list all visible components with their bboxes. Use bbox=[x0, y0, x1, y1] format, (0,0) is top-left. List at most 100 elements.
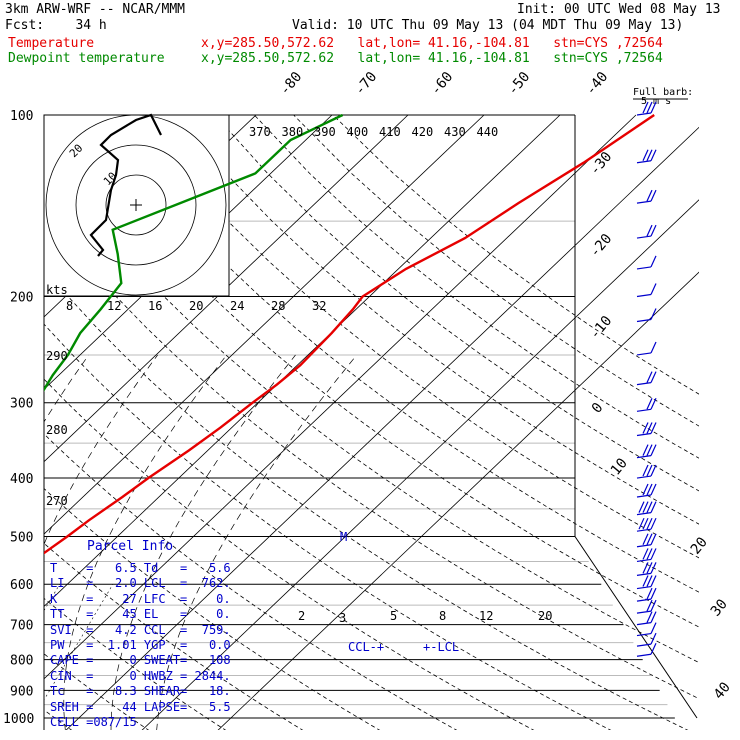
wind-barb-flag bbox=[646, 562, 653, 574]
isotherm-line bbox=[44, 114, 637, 680]
dewpoint-legend-info: x,y=285.50,572.62 lat,lon= 41.16,-104.81… bbox=[201, 51, 663, 66]
isotherm-label--70: -70 bbox=[352, 69, 381, 99]
isotherm-line bbox=[0, 115, 28, 731]
wind-barb-flag bbox=[650, 101, 657, 114]
wind-barb-flag bbox=[650, 533, 657, 545]
parcel-info-row: LI = 2.0 LCL = 762. bbox=[50, 576, 231, 591]
wind-barb-flag bbox=[646, 101, 653, 114]
wind-barb-flag bbox=[646, 587, 653, 600]
wind-barb-staff bbox=[636, 352, 652, 356]
wind-barb-staff bbox=[636, 632, 652, 637]
dry-adiabat bbox=[44, 323, 612, 730]
wind-barb-staff bbox=[636, 475, 652, 479]
wind-barb-flag bbox=[650, 255, 657, 268]
wind-barb-flag bbox=[650, 371, 657, 383]
isotherm-label--20: -20 bbox=[587, 231, 616, 261]
theta-label-390: 390 bbox=[314, 125, 336, 139]
parcel-info-panel: Parcel Info T = 6.5 Td = 5.6 LI = 2.0 LCL… bbox=[45, 537, 231, 729]
wind-barb-flag bbox=[646, 422, 653, 434]
isotherm-line bbox=[44, 114, 561, 607]
wind-barb bbox=[636, 611, 657, 626]
temperature-legend-label: Temperature bbox=[8, 36, 95, 51]
wind-barb-flag bbox=[642, 444, 649, 456]
speed-label-16: 16 bbox=[148, 299, 162, 313]
wind-barb-flag bbox=[646, 189, 653, 202]
wind-barb-staff bbox=[636, 653, 652, 657]
isotherm-label-0: 0 bbox=[589, 400, 607, 417]
mixing-ratio-label-2: 2 bbox=[298, 609, 305, 623]
mixing-ratio-label-20: 20 bbox=[538, 609, 552, 623]
mixing-ratio-label-5: 5 bbox=[390, 609, 397, 623]
wind-barb-flag bbox=[642, 562, 649, 574]
wind-barb bbox=[636, 149, 657, 164]
wind-barb bbox=[636, 587, 657, 602]
dry-adiabat bbox=[44, 433, 458, 730]
wind-barb-flag bbox=[646, 224, 653, 237]
wind-barb-flag bbox=[646, 149, 653, 161]
pressure-label-1000: 1000 bbox=[3, 712, 34, 727]
marker-m-label: M bbox=[340, 530, 347, 544]
hodograph-ring bbox=[45, 114, 227, 296]
pressure-label-700: 700 bbox=[10, 619, 33, 634]
wind-barb-flag bbox=[646, 611, 653, 623]
wind-barb bbox=[636, 341, 657, 356]
parcel-info-row: SVI = 4.2 CCL = 759. bbox=[50, 622, 231, 637]
wind-barb bbox=[636, 422, 657, 437]
isotherm-line bbox=[44, 114, 485, 535]
wind-barb-staff bbox=[636, 112, 652, 116]
wind-barb-flag bbox=[642, 101, 649, 114]
parcel-info-row: K = 27 LFC = 0. bbox=[50, 591, 231, 606]
theta-label-270: 270 bbox=[46, 494, 68, 508]
wind-barb bbox=[636, 464, 657, 479]
wind-barb-flag bbox=[650, 575, 657, 587]
dry-adiabat bbox=[254, 114, 699, 459]
wind-barb-flag bbox=[650, 308, 657, 320]
isotherm-label-30: 30 bbox=[708, 596, 731, 619]
wind-barb bbox=[636, 398, 657, 412]
wind-barb-staff bbox=[636, 622, 652, 626]
parcel-info-row: PW = 1.01 YGP = 0.0 bbox=[50, 638, 231, 652]
parcel-info-row: SREH = 44 LAPSE= 5.5 bbox=[50, 699, 231, 714]
parcel-info-row: TT = 45 EL = 0. bbox=[50, 607, 231, 622]
wind-barb-flag bbox=[638, 517, 645, 530]
dry-adiabat bbox=[57, 114, 699, 628]
isotherm-line bbox=[44, 114, 409, 463]
frame-right-skew bbox=[574, 536, 698, 719]
wind-barb bbox=[636, 224, 657, 239]
header-valid: Valid: 10 UTC Thu 09 May 13 (04 MDT Thu … bbox=[292, 18, 684, 33]
wind-barb-flag bbox=[642, 422, 649, 434]
wind-barb-staff bbox=[636, 528, 652, 532]
mixing-ratio-label-8: 8 bbox=[439, 609, 446, 623]
wind-barb-staff bbox=[636, 408, 652, 412]
dry-adiabat bbox=[293, 114, 699, 427]
theta-label-440: 440 bbox=[477, 125, 499, 139]
parcel-info-row: CELL =087/15 bbox=[50, 715, 137, 729]
mixing-ratio-label-3: 3 bbox=[339, 611, 346, 625]
ccl-label: CCL-+ bbox=[348, 640, 384, 654]
wind-barb-flag bbox=[650, 444, 657, 456]
dry-adiabat bbox=[175, 114, 699, 525]
full-barb-label: Full barb: bbox=[633, 87, 693, 98]
pressure-label-200: 200 bbox=[10, 291, 33, 306]
wind-barb-staff bbox=[636, 610, 652, 614]
wind-barb-flag bbox=[646, 483, 653, 496]
wind-barb-flag bbox=[650, 189, 657, 202]
wind-barb-flag bbox=[646, 548, 653, 560]
dry-adiabat bbox=[135, 114, 699, 559]
pressure-label-400: 400 bbox=[10, 472, 33, 487]
hodograph-ring bbox=[105, 174, 167, 236]
wind-barb bbox=[636, 483, 657, 498]
theta-label-410: 410 bbox=[379, 125, 401, 139]
wind-barb-flag bbox=[650, 517, 657, 530]
hodograph-ring bbox=[75, 144, 197, 266]
theta-label-430: 430 bbox=[444, 125, 466, 139]
wind-barb-flag bbox=[650, 622, 657, 634]
parcel-info-title: Parcel Info bbox=[87, 539, 174, 554]
wind-barb-flag bbox=[646, 398, 653, 410]
wind-barb-flag bbox=[650, 632, 657, 645]
speed-label-24: 24 bbox=[230, 299, 244, 313]
wind-barb-flag bbox=[650, 422, 657, 434]
wind-barb-staff bbox=[636, 544, 652, 548]
theta-label-370: 370 bbox=[249, 125, 271, 139]
